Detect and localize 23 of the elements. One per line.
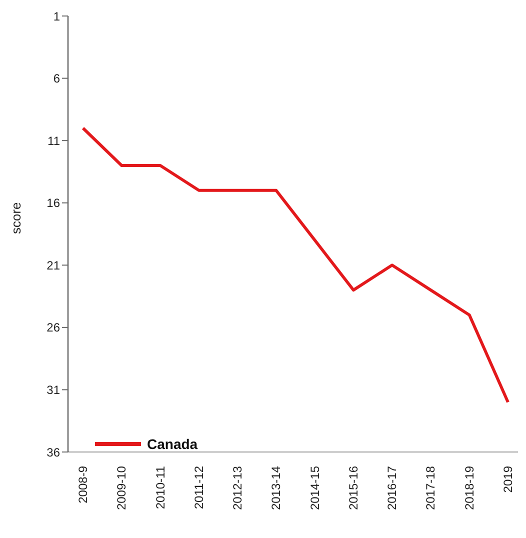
y-tick-label: 16: [46, 196, 60, 210]
line-series: [82, 126, 510, 404]
x-tick-label: 2018-19: [462, 466, 476, 510]
y-tick-label: 26: [46, 320, 60, 335]
x-tick-label: 2008-9: [76, 466, 90, 504]
y-tick-label: 11: [48, 134, 60, 148]
x-tick-label: 2010-11: [153, 466, 168, 510]
x-tick-label: 2015-16: [346, 466, 360, 510]
x-tick-label: 2014-15: [308, 466, 322, 510]
legend-label: Canada: [147, 436, 198, 452]
x-tick-label: 2016-17: [385, 466, 400, 510]
y-tick-label: 31: [46, 382, 60, 397]
x-tick-label: 2012-13: [230, 466, 245, 510]
y-tick-label: 36: [46, 445, 60, 460]
y-tick-label: 1: [53, 9, 60, 24]
x-tick-label: 2017-18: [424, 466, 438, 510]
x-tick-label: 2019: [501, 466, 515, 493]
x-tick-label: 2009-10: [114, 466, 129, 510]
y-tick-label: 6: [53, 72, 60, 86]
y-axis-title: score: [8, 202, 24, 234]
x-tick-label: 2011-12: [192, 466, 206, 510]
y-tick-label: 21: [46, 258, 60, 272]
x-tick-label: 2013-14: [269, 466, 284, 510]
